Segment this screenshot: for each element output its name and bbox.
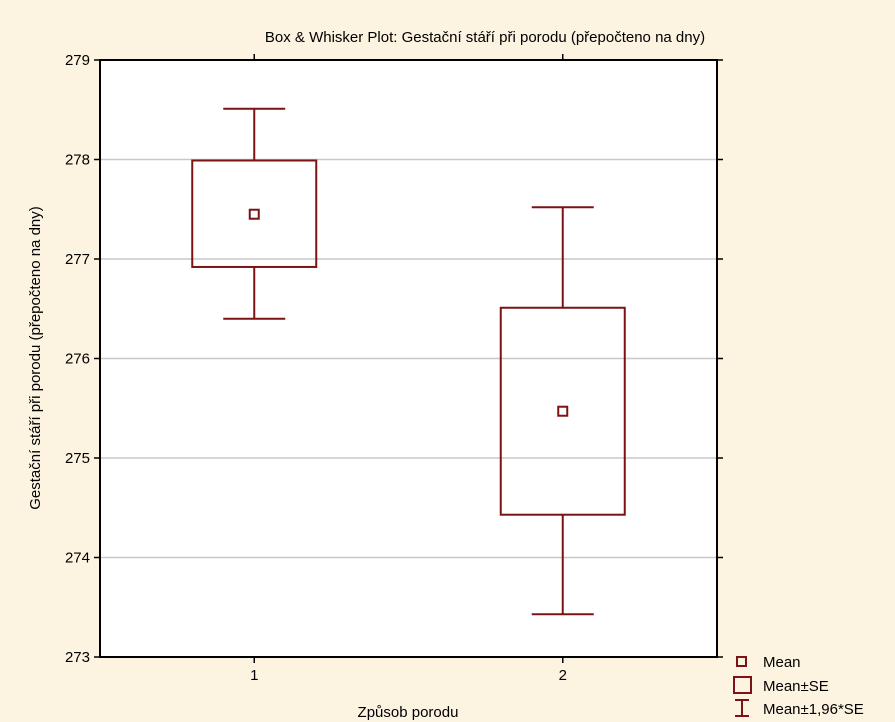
axis-ticks: 273 274 275 276 277 278 279 1 2 (65, 52, 723, 684)
y-tick-label: 274 (65, 550, 90, 567)
legend-se-symbol (733, 676, 752, 694)
legend-ci-label: Mean±1,96*SE (763, 701, 864, 718)
plot-marks (191, 107, 626, 616)
grid-lines (100, 158, 717, 559)
x-axis-label: Způsob porodu (358, 704, 459, 721)
y-tick-label: 273 (65, 649, 90, 666)
x-tick-label: 1 (250, 667, 258, 684)
y-tick-label: 278 (65, 152, 90, 169)
x-tick-label: 2 (559, 667, 567, 684)
se-box (191, 159, 318, 268)
chart-title: Box & Whisker Plot: Gestační stáří při p… (265, 29, 705, 46)
y-tick-label: 275 (65, 450, 90, 467)
mean-marker (557, 405, 569, 417)
legend: Mean Mean±SE Mean±1,96*SE (733, 654, 864, 718)
mean-marker (248, 208, 260, 220)
legend-se-label: Mean±SE (763, 678, 829, 695)
legend-mean-symbol (736, 656, 747, 667)
legend-mean-label: Mean (763, 654, 801, 671)
y-tick-label: 277 (65, 251, 90, 268)
se-box (499, 306, 626, 516)
y-tick-label: 279 (65, 52, 90, 69)
y-tick-label: 276 (65, 351, 90, 368)
y-axis-label: Gestační stáří při porodu (přepočteno na… (27, 206, 44, 510)
